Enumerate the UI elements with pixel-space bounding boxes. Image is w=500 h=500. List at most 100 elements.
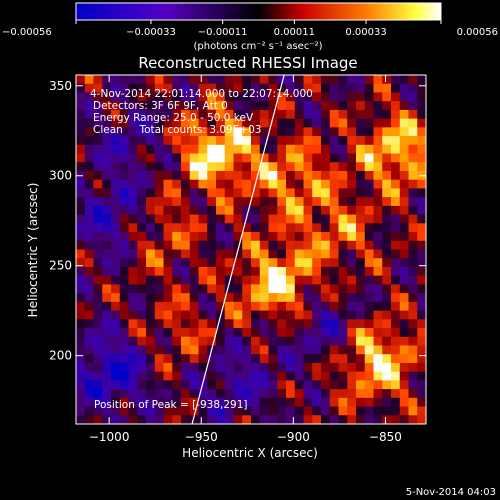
heatmap-cell [294,293,304,303]
heatmap-cell [137,223,147,233]
heatmap-cell [364,266,374,277]
heatmap-cell [399,205,409,216]
heatmap-cell [382,232,392,242]
heatmap-cell [102,249,112,259]
heatmap-cell [102,232,112,242]
heatmap-cell [93,109,103,120]
heatmap-cell [146,214,156,224]
heatmap-cell [268,109,278,120]
heatmap-cell [399,179,409,189]
heatmap-cell [338,240,348,250]
heatmap-cell [356,371,366,381]
heatmap-cell [294,83,304,93]
heatmap-cell [356,275,366,285]
heatmap-cell [242,389,252,399]
heatmap-cell [111,197,121,207]
heatmap-cell [119,162,129,172]
heatmap-cell [242,127,252,137]
heatmap-cell [84,310,94,320]
heatmap-cell [251,319,261,329]
heatmap-cell [277,83,287,93]
heatmap-cell [356,205,366,216]
heatmap-cell [128,188,138,198]
heatmap-cell [76,197,86,207]
heatmap-cell [119,389,129,399]
heatmap-cell [321,301,331,311]
heatmap-cell [373,232,383,242]
heatmap-cell [347,389,357,399]
heatmap-cell [338,153,348,163]
heatmap-cell [329,301,339,311]
heatmap-cell [321,371,331,381]
heatmap-cell [154,284,164,294]
heatmap-cell [76,258,86,268]
heatmap-cell [321,83,331,93]
heatmap-cell [181,170,191,181]
heatmap-cell [356,214,366,224]
heatmap-cell [373,127,383,137]
heatmap-cell [286,354,296,364]
heatmap-cell [84,301,94,311]
heatmap-cell [119,101,129,111]
heatmap-cell [277,354,287,364]
heatmap-cell [181,118,191,128]
heatmap-cell [233,415,243,425]
heatmap-cell [137,136,147,146]
heatmap-cell [382,197,392,207]
heatmap-cell [286,389,296,399]
heatmap-cell [382,153,392,163]
heatmap-cell [382,328,392,338]
heatmap-cell [408,266,418,277]
heatmap-cell [163,214,173,224]
heatmap-cell [338,310,348,320]
heatmap-cell [224,328,234,338]
heatmap-cell [76,362,86,373]
heatmap-cell [189,284,199,294]
heatmap-cell [312,232,322,242]
heatmap-cell [373,83,383,93]
heatmap-cell [251,170,261,181]
heatmap-cell [102,301,112,311]
heatmap-cell [259,92,269,102]
heatmap-cell [163,136,173,146]
heatmap-cell [347,249,357,259]
heatmap-cell [251,266,261,277]
heatmap-cell [268,144,278,154]
heatmap-cell [329,362,339,373]
heatmap-cell [408,389,418,399]
heatmap-cell [417,101,427,111]
heatmap-cell [303,75,313,85]
heatmap-cell [347,92,357,102]
heatmap-cell [207,118,217,128]
heatmap-cell [373,354,383,364]
heatmap-cell [128,284,138,294]
heatmap-cell [356,328,366,338]
heatmap-cell [286,293,296,303]
heatmap-cell [382,284,392,294]
heatmap-cell [102,118,112,128]
heatmap-cell [207,92,217,102]
heatmap-cell [181,284,191,294]
heatmap-cell [391,170,401,181]
heatmap-cell [216,153,226,163]
heatmap-cell [268,301,278,311]
heatmap-cell [417,75,427,85]
heatmap-cell [146,319,156,329]
heatmap-cell [382,75,392,85]
heatmap-cell [329,415,339,425]
heatmap-cell [329,397,339,407]
heatmap-cell [119,75,129,85]
heatmap-cell [172,232,182,242]
heatmap-cell [198,188,208,198]
heatmap-cell [181,336,191,346]
heatmap-cell [329,109,339,120]
heatmap-cell [102,336,112,346]
heatmap-cell [146,232,156,242]
heatmap-cell [102,415,112,425]
heatmap-cell [102,153,112,163]
heatmap-cell [364,328,374,338]
heatmap-cell [259,301,269,311]
heatmap-cell [373,415,383,425]
heatmap-cell [198,83,208,93]
heatmap-cell [189,240,199,250]
